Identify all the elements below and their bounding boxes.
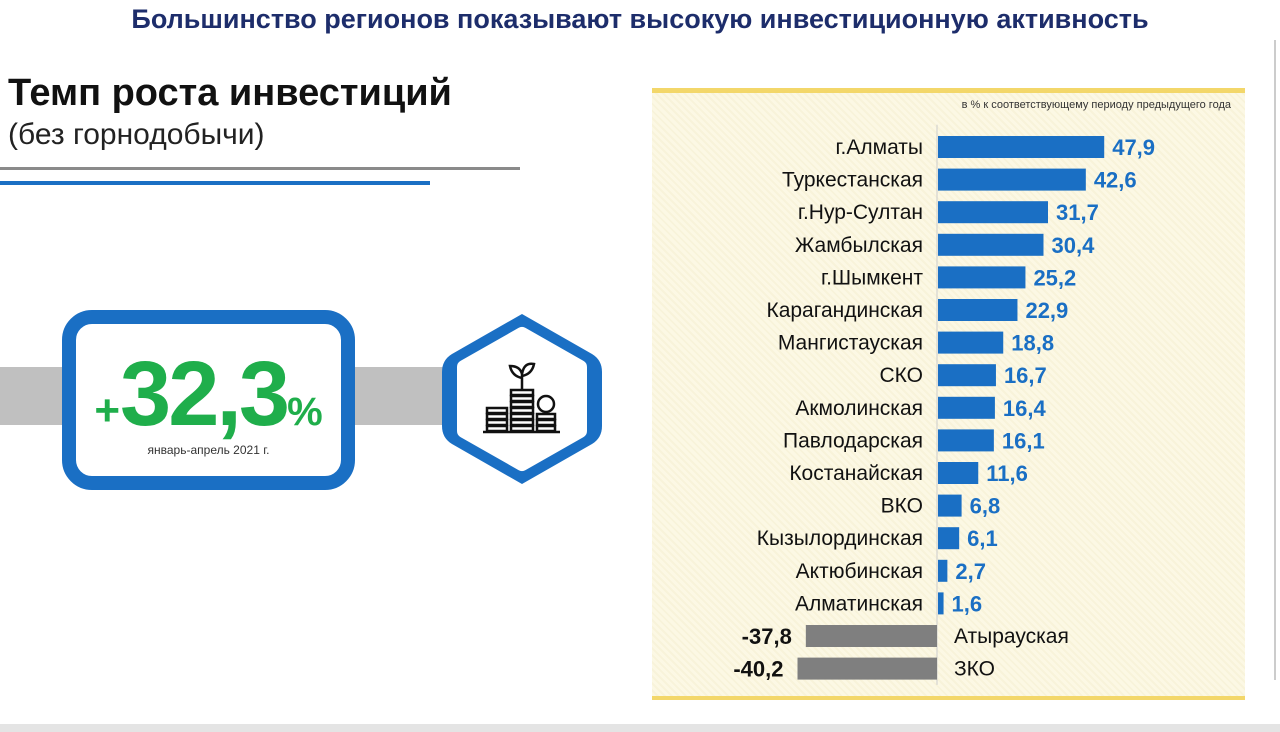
bar xyxy=(938,299,1018,321)
data-label: 30,4 xyxy=(1051,233,1095,258)
category-label: г.Алматы xyxy=(835,136,923,159)
data-label: 16,7 xyxy=(1004,363,1047,388)
category-label: СКО xyxy=(880,364,924,387)
data-label: 16,1 xyxy=(1002,428,1045,453)
divider xyxy=(0,181,430,185)
kpi-unit: % xyxy=(287,390,323,434)
category-label: Костанайская xyxy=(789,462,923,485)
data-label: -40,2 xyxy=(733,657,783,682)
category-label: г.Нур-Султан xyxy=(798,201,923,224)
data-label: 22,9 xyxy=(1025,298,1068,323)
bar xyxy=(938,559,948,582)
data-label: 47,9 xyxy=(1112,135,1155,160)
data-label: 2,7 xyxy=(955,559,986,584)
data-label: 1,6 xyxy=(952,591,983,616)
bar xyxy=(938,201,1048,224)
category-label: Атырауская xyxy=(954,625,1069,648)
money-growth-icon xyxy=(442,314,602,484)
kpi-sign: + xyxy=(94,386,121,435)
bar xyxy=(938,331,1004,354)
category-label: Алматинская xyxy=(795,592,923,615)
data-label: 25,2 xyxy=(1033,265,1076,290)
section-subtitle: (без горнодобычи) xyxy=(8,118,265,151)
data-label: 18,8 xyxy=(1011,331,1054,356)
bar xyxy=(938,592,944,615)
bar xyxy=(938,266,1026,289)
chart-note: в % к соответствующему периоду предыдуще… xyxy=(961,99,1231,111)
category-label: Туркестанская xyxy=(782,169,923,192)
data-label: 16,4 xyxy=(1003,396,1047,421)
kpi-value: +32,3% xyxy=(76,342,341,447)
section-title: Темп роста инвестиций xyxy=(8,72,452,114)
data-label: 42,6 xyxy=(1094,168,1137,193)
bar xyxy=(805,625,937,647)
bar xyxy=(938,494,962,517)
slide-title: Большинство регионов показывают высокую … xyxy=(131,4,1149,34)
bar xyxy=(938,462,979,484)
bar xyxy=(938,233,1044,256)
data-label: 6,8 xyxy=(970,494,1001,519)
category-label: Павлодарская xyxy=(783,429,923,452)
category-label: Карагандинская xyxy=(766,299,923,322)
category-label: Акмолинская xyxy=(795,397,923,420)
data-label: -37,8 xyxy=(742,624,792,649)
category-label: ЗКО xyxy=(954,658,995,681)
divider xyxy=(0,167,520,170)
category-label: Мангистауская xyxy=(778,332,923,355)
data-label: 11,6 xyxy=(986,461,1028,486)
bar xyxy=(938,136,1105,158)
category-label: Актюбинская xyxy=(796,560,923,583)
category-label: ВКО xyxy=(881,495,923,518)
category-label: г.Шымкент xyxy=(821,266,923,289)
bar xyxy=(938,396,995,419)
divider xyxy=(1274,40,1276,680)
category-label: Жамбылская xyxy=(795,234,923,257)
kpi-card: +32,3% январь-апрель 2021 г. xyxy=(62,310,355,490)
bar xyxy=(938,168,1086,191)
kpi-number: 32,3 xyxy=(120,343,290,445)
bar xyxy=(797,657,937,680)
kpi-period: январь-апрель 2021 г. xyxy=(147,443,270,457)
data-label: 31,7 xyxy=(1056,200,1099,225)
bar xyxy=(938,364,996,387)
data-label: 6,1 xyxy=(967,526,998,551)
bar xyxy=(938,429,994,452)
category-label: Кызылординская xyxy=(757,527,923,550)
footer-strip xyxy=(0,724,1280,732)
bar xyxy=(938,527,960,550)
